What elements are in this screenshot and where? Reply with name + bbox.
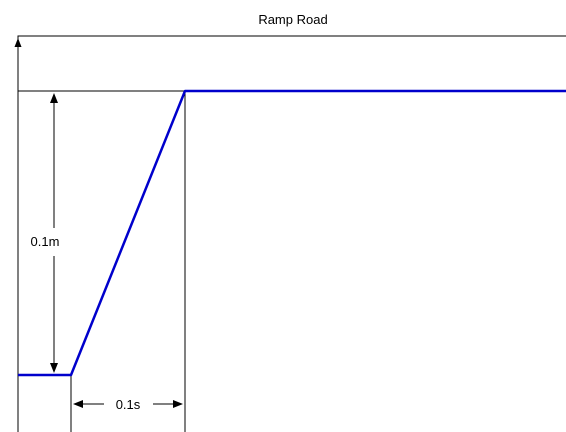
plot-frame — [17, 35, 566, 432]
height-arrow-down-icon — [50, 363, 58, 373]
chart-title: Ramp Road — [258, 12, 327, 27]
duration-label: 0.1s — [116, 397, 141, 412]
series-line — [18, 89, 566, 377]
duration-arrow-left-icon — [73, 400, 83, 408]
y-axis-arrow — [14, 38, 22, 47]
height-arrow-up-icon — [50, 93, 58, 103]
height-label: 0.1m — [31, 234, 60, 249]
duration-arrow-right-icon — [173, 400, 183, 408]
